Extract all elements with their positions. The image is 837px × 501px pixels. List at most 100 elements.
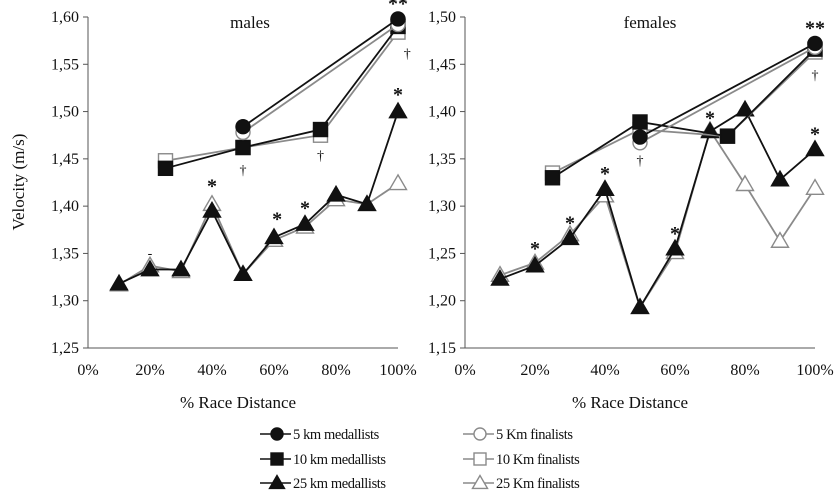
series-25-km-finalists	[490, 120, 825, 315]
data-point	[202, 200, 222, 218]
y-tick-label: 1,30	[51, 293, 79, 310]
series-5-km-medallists	[632, 35, 823, 145]
data-point	[388, 101, 408, 119]
data-point	[805, 139, 825, 157]
data-point	[595, 179, 615, 196]
y-tick-label: 1,50	[428, 9, 456, 26]
legend-item: 25 km medallists	[260, 474, 387, 492]
significance-dagger: †	[240, 163, 247, 178]
series-line	[639, 42, 816, 138]
data-point	[264, 227, 284, 245]
legend-item: 10 Km finalists	[463, 452, 581, 468]
significance-dagger: -	[148, 247, 153, 262]
data-point	[770, 231, 790, 248]
x-tick-label: 80%	[730, 362, 759, 379]
legend-label: 25 km medallists	[293, 476, 386, 492]
data-point	[544, 170, 561, 186]
series-line	[552, 51, 816, 174]
series-line	[499, 108, 816, 310]
series-line	[242, 23, 399, 134]
legend-item: 10 km medallists	[260, 452, 387, 468]
legend-label: 25 Km finalists	[496, 476, 580, 492]
y-tick-label: 1,55	[51, 56, 79, 73]
data-point	[735, 174, 755, 192]
x-tick-label: 40%	[197, 362, 226, 379]
data-point	[390, 11, 406, 27]
y-tick-label: 1,25	[51, 340, 79, 357]
data-point	[140, 259, 160, 277]
y-tick-label: 1,50	[51, 104, 79, 121]
series-line	[118, 111, 399, 285]
y-tick-label: 1,45	[51, 151, 79, 168]
y-axis-title: Velocity (m/s)	[9, 134, 28, 231]
data-point	[735, 99, 755, 117]
data-point	[560, 228, 580, 246]
data-point	[233, 264, 253, 282]
y-tick-label: 1,25	[428, 245, 456, 262]
x-tick-label: 0%	[454, 362, 475, 379]
series-5-km-medallists	[235, 11, 406, 135]
series-10-km-finalists	[157, 24, 406, 169]
series-line	[552, 48, 816, 179]
legend-marker	[270, 452, 284, 466]
panel-title: males	[230, 13, 270, 32]
panel-title: females	[624, 13, 677, 32]
significance-dagger: †	[812, 69, 819, 84]
legend-marker	[473, 427, 487, 441]
data-point	[719, 128, 736, 144]
data-point	[490, 269, 510, 286]
series-line	[118, 182, 399, 286]
series-25-km-medallists	[109, 101, 408, 291]
data-point	[632, 114, 648, 130]
y-tick-label: 1,15	[428, 340, 456, 357]
significance-star: *	[393, 84, 403, 106]
series-line	[242, 18, 399, 128]
x-tick-label: 60%	[259, 362, 288, 379]
data-point	[235, 119, 251, 135]
legend-label: 10 km medallists	[293, 452, 386, 468]
legend-marker	[473, 452, 487, 466]
legend: 5 km medallists 5 Km finalists 10 km medal…	[260, 427, 581, 492]
significance-star: *	[810, 123, 820, 145]
significance-star: *	[207, 176, 217, 198]
legend-item: 5 Km finalists	[463, 427, 574, 443]
y-tick-label: 1,35	[428, 151, 456, 168]
legend-item: 25 Km finalists	[463, 474, 581, 492]
legend-item: 5 km medallists	[260, 427, 380, 443]
x-tick-label: 80%	[321, 362, 350, 379]
data-point	[807, 35, 823, 52]
panel-females: 1,15 1,20 1,25 1,30 1,35 1,40 1,45 1,50 0% 20% 40%…	[428, 9, 834, 412]
significance-star: *	[670, 223, 680, 245]
y-tick-label: 1,20	[428, 293, 456, 310]
x-tick-label: 40%	[590, 362, 619, 379]
y-tick-label: 1,35	[51, 245, 79, 262]
x-tick-label: 20%	[135, 362, 164, 379]
data-point	[525, 255, 545, 273]
x-tick-label: 60%	[660, 362, 689, 379]
data-point	[171, 259, 191, 277]
data-point	[326, 184, 346, 202]
series-5-km-finalists	[235, 16, 406, 141]
data-point	[357, 194, 377, 212]
y-tick-label: 1,40	[51, 198, 79, 215]
significance-star: *	[300, 197, 310, 219]
significance-star: **	[805, 18, 825, 40]
legend-marker	[270, 427, 284, 441]
data-point	[665, 238, 685, 256]
legend-label: 5 Km finalists	[496, 427, 573, 443]
significance-dagger: †	[317, 149, 324, 164]
legend-marker	[471, 474, 489, 490]
y-tick-label: 1,30	[428, 198, 456, 215]
data-point	[235, 139, 251, 156]
significance-star: *	[530, 238, 540, 260]
series-line	[165, 31, 399, 162]
data-point	[805, 178, 825, 195]
y-tick-label: 1,45	[428, 56, 456, 73]
data-point	[630, 297, 650, 315]
x-tick-label: 100%	[796, 362, 833, 379]
panel-males: 1,25 1,30 1,35 1,40 1,45 1,50 1,55 1,60 0% 20% 40%…	[51, 0, 417, 412]
x-tick-label: 0%	[77, 362, 98, 379]
data-point	[632, 129, 648, 145]
series-10-km-medallists	[157, 18, 406, 177]
